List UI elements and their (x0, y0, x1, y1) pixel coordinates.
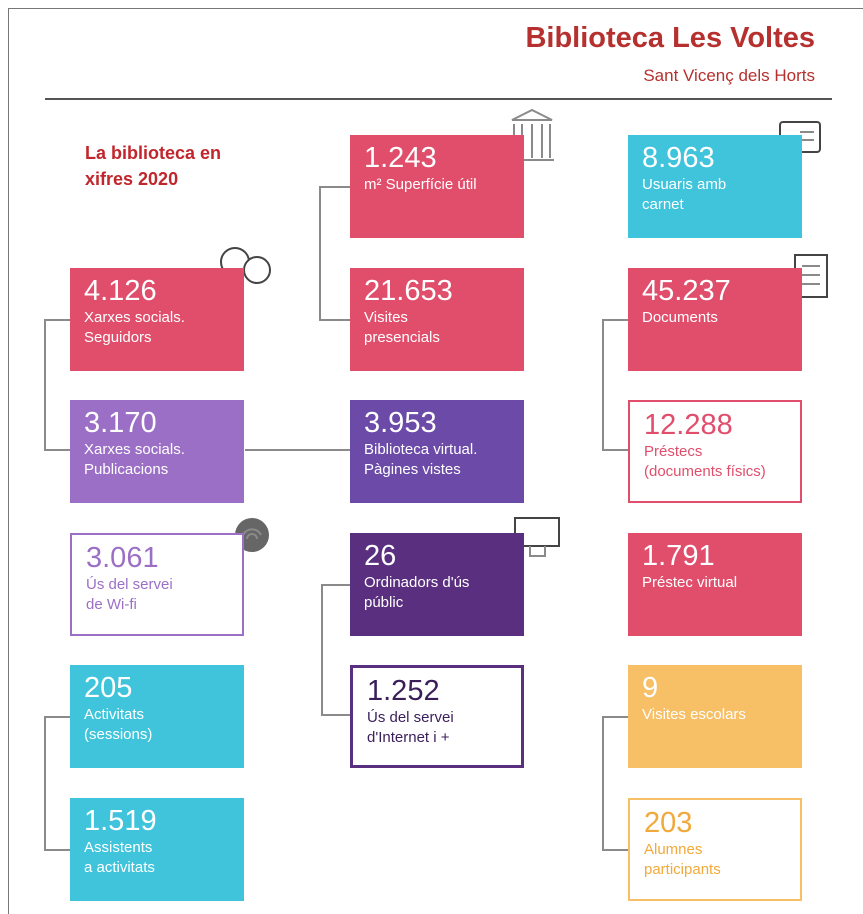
stat-label: a activitats (84, 858, 230, 878)
stat-label: de Wi-fi (86, 595, 228, 615)
subtitle: Sant Vicenç dels Horts (643, 66, 815, 86)
stat-label: participants (644, 860, 786, 880)
stat-label: (documents físics) (644, 462, 786, 482)
stat-value: 4.126 (84, 274, 230, 308)
stat-value: 3.061 (86, 541, 228, 575)
stat-label: Ordinadors d'ús (364, 573, 510, 593)
stat-label: Usuaris amb (642, 175, 788, 195)
stat-label: públic (364, 593, 510, 613)
stat-label: Seguidors (84, 328, 230, 348)
connector (45, 717, 70, 850)
stat-label: m² Superfície útil (364, 175, 510, 195)
connector (320, 187, 350, 320)
connector (322, 585, 350, 715)
page: {"header": {"title": "Biblioteca Les Vol… (0, 0, 863, 906)
title: Biblioteca Les Voltes (525, 22, 815, 55)
intro-line: La biblioteca en (85, 143, 221, 163)
stat-label: carnet (642, 195, 788, 215)
connector (45, 320, 70, 450)
stat-label: Visites escolars (642, 705, 788, 725)
stat-value: 203 (644, 806, 786, 840)
stat-label: Préstecs (644, 442, 786, 462)
stat-label: Xarxes socials. (84, 440, 230, 460)
stat-label: d'Internet i + (367, 728, 507, 748)
stat-label: Assistents (84, 838, 230, 858)
stat-label: Xarxes socials. (84, 308, 230, 328)
stat-value: 3.170 (84, 406, 230, 440)
stat-label: Préstec virtual (642, 573, 788, 593)
divider (45, 98, 832, 100)
stat-label: Biblioteca virtual. (364, 440, 510, 460)
stat-label: Publicacions (84, 460, 230, 480)
stat-label: Alumnes (644, 840, 786, 860)
stat-value: 1.791 (642, 539, 788, 573)
intro: La biblioteca en xifres 2020 (85, 140, 221, 192)
stat-label: Ús del servei (86, 575, 228, 595)
stat-label: (sessions) (84, 725, 230, 745)
stat-value: 1.243 (364, 141, 510, 175)
stat-value: 1.252 (367, 674, 507, 708)
stat-value: 1.519 (84, 804, 230, 838)
stat-value: 205 (84, 671, 230, 705)
stat-label: Ús del servei (367, 708, 507, 728)
intro-line: xifres 2020 (85, 169, 178, 189)
connector (603, 320, 628, 450)
stat-value: 8.963 (642, 141, 788, 175)
stat-label: Pàgines vistes (364, 460, 510, 480)
stat-label: Activitats (84, 705, 230, 725)
stat-label: Documents (642, 308, 788, 328)
stat-label: presencials (364, 328, 510, 348)
stat-value: 9 (642, 671, 788, 705)
stat-value: 45.237 (642, 274, 788, 308)
connector (603, 717, 628, 850)
stat-value: 21.653 (364, 274, 510, 308)
stat-value: 3.953 (364, 406, 510, 440)
stat-value: 12.288 (644, 408, 786, 442)
stat-label: Visites (364, 308, 510, 328)
stat-value: 26 (364, 539, 510, 573)
